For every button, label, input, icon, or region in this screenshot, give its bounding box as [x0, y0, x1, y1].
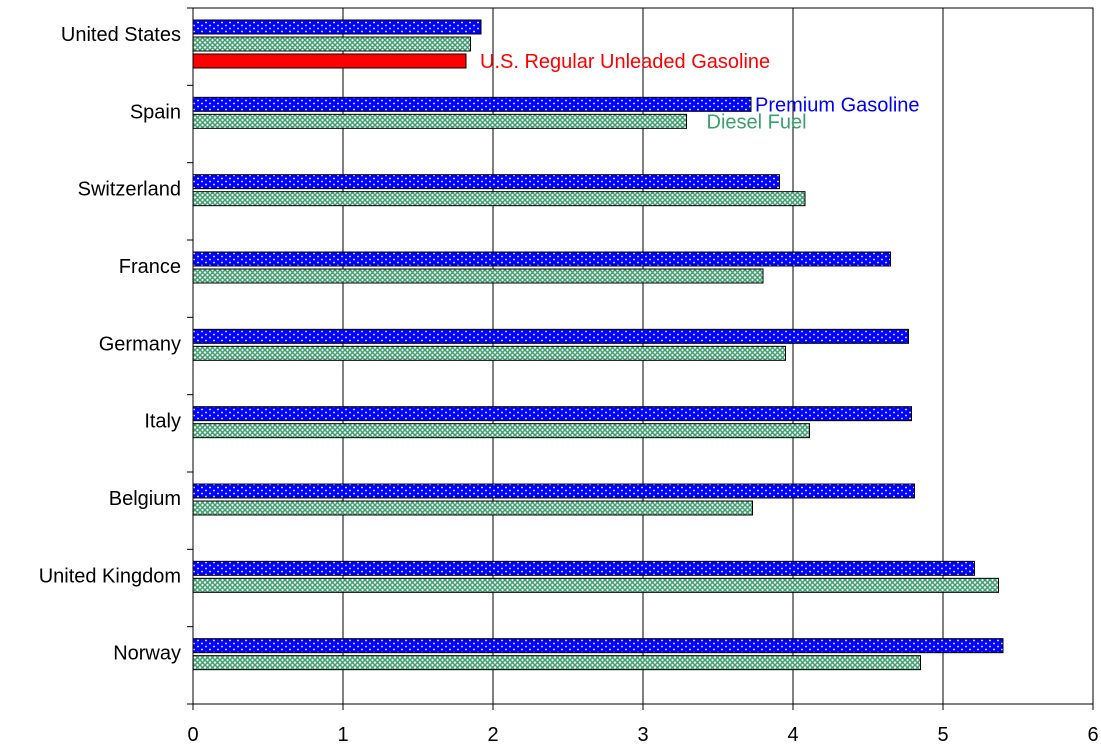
bar-germany-diesel-fuel — [192, 345, 786, 361]
bar-switzerland-diesel-fuel — [192, 191, 806, 207]
bar-norway-diesel-fuel — [192, 655, 921, 671]
y-tick-label: United States — [61, 24, 181, 46]
bar-germany-premium-gasoline — [192, 328, 909, 344]
y-tick-label: Switzerland — [78, 179, 181, 201]
bar-belgium-premium-gasoline — [192, 483, 915, 499]
x-tick-label: 3 — [637, 724, 648, 746]
annotation-premium-gasoline: Premium Gasoline — [755, 94, 920, 116]
x-tick-label: 5 — [937, 724, 948, 746]
bar-norway-premium-gasoline — [192, 638, 1004, 654]
bar-belgium-diesel-fuel — [192, 500, 753, 516]
bar-united-states-diesel-fuel — [192, 36, 471, 52]
bar-united-kingdom-diesel-fuel — [192, 577, 999, 593]
y-tick-label: Belgium — [109, 488, 181, 510]
bars — [192, 19, 1004, 671]
bar-united-states-u-s-regular-unleaded-gasoline — [192, 53, 467, 69]
bar-italy-diesel-fuel — [192, 423, 810, 439]
bar-france-diesel-fuel — [192, 268, 764, 284]
bar-united-kingdom-premium-gasoline — [192, 560, 975, 576]
x-tick-label: 1 — [337, 724, 348, 746]
y-tick-label: Italy — [144, 411, 181, 433]
y-tick-label: United Kingdom — [39, 565, 181, 587]
bar-united-states-premium-gasoline — [192, 19, 482, 35]
annotation-u-s-regular-unleaded-gasoline: U.S. Regular Unleaded Gasoline — [480, 51, 770, 73]
y-tick-label: Germany — [99, 333, 181, 355]
y-tick-label: Spain — [130, 101, 181, 123]
y-tick-label: Norway — [113, 643, 181, 665]
bar-spain-premium-gasoline — [192, 96, 752, 112]
bar-switzerland-premium-gasoline — [192, 174, 780, 190]
bar-italy-premium-gasoline — [192, 406, 912, 422]
x-tick-label: 4 — [787, 724, 798, 746]
labels: 0 1 2 3 4 5 6 United States Spain Switzerland Fran… — [39, 24, 1099, 746]
x-tick-label: 6 — [1087, 724, 1098, 746]
bar-france-premium-gasoline — [192, 251, 891, 267]
bar-spain-diesel-fuel — [192, 113, 687, 129]
annotation-diesel-fuel: Diesel Fuel — [707, 111, 807, 133]
y-tick-label: France — [119, 256, 181, 278]
x-tick-label: 0 — [187, 724, 198, 746]
x-tick-label: 2 — [487, 724, 498, 746]
